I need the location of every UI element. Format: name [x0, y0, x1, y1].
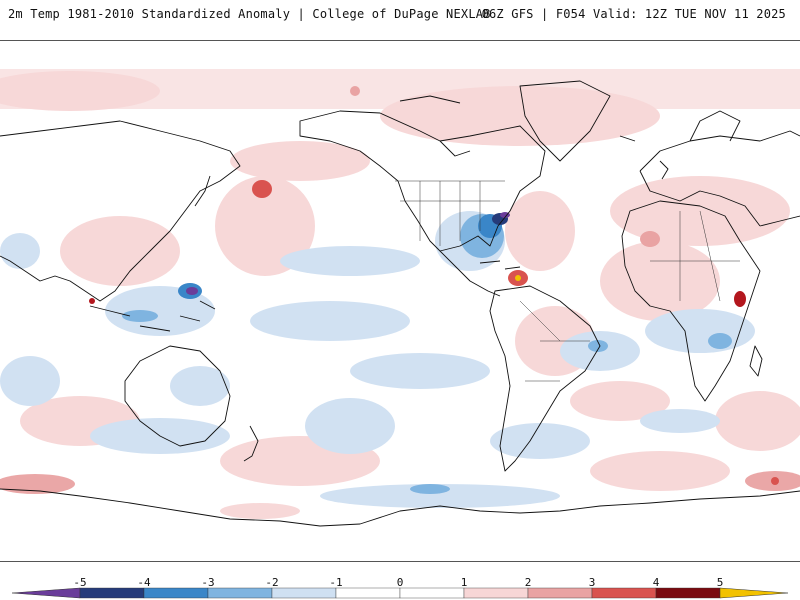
- colorbar-label: -4: [137, 576, 151, 589]
- model-run-info: 06Z GFS | F054 Valid: 12Z TUE NOV 11 202…: [481, 7, 786, 21]
- colorbar-bin: [591, 587, 657, 599]
- colorbar-label: 3: [588, 576, 596, 589]
- colorbar-bin: [527, 587, 593, 599]
- colorbar-bin: [271, 587, 337, 599]
- colorbar-bin: [463, 587, 529, 599]
- map-title: 2m Temp 1981-2010 Standardized Anomaly |…: [8, 7, 491, 21]
- coastlines: [0, 80, 800, 527]
- colorbar-label: 1: [460, 576, 468, 589]
- colorbar-bin: [399, 587, 465, 599]
- colorbar-bin: [79, 587, 145, 599]
- anomaly-shading-strong: [89, 86, 779, 494]
- borders: [395, 180, 740, 382]
- colorbar-over-arrow: [719, 587, 789, 599]
- colorbar-label: 2: [524, 576, 532, 589]
- colorbar-under-arrow: [11, 587, 81, 599]
- colorbar-label: -5: [73, 576, 87, 589]
- colorbar-bin: [143, 587, 209, 599]
- colorbar-bin: [655, 587, 721, 599]
- colorbar-bin: [335, 587, 401, 599]
- colorbar-label: -2: [265, 576, 279, 589]
- colorbar-label: -1: [329, 576, 343, 589]
- colorbar: -5 -4 -3 -2 -1 0 1 2 3 4 5: [0, 565, 800, 600]
- colorbar-label: -3: [201, 576, 215, 589]
- colorbar-label: 5: [716, 576, 724, 589]
- colorbar-label: 0: [396, 576, 404, 589]
- colorbar-label: 4: [652, 576, 660, 589]
- colorbar-bin: [207, 587, 273, 599]
- anomaly-map: [0, 40, 800, 562]
